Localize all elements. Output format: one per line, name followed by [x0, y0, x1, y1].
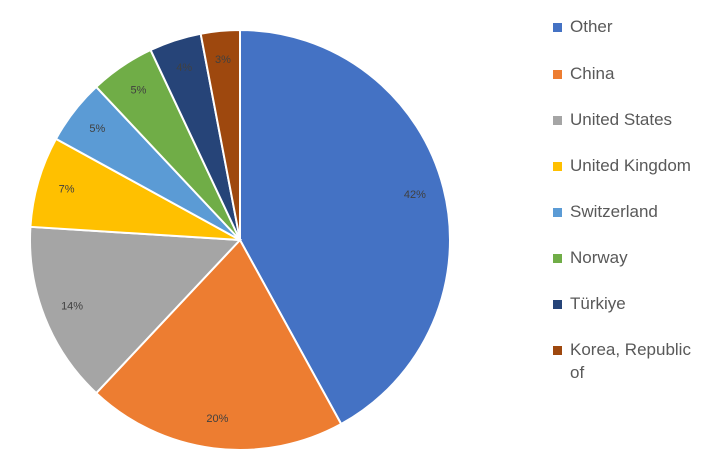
legend-label: China [570, 64, 615, 83]
legend-label: Switzerland [570, 202, 658, 221]
legend-label: Korea, Republic of [570, 340, 691, 382]
legend-swatch [553, 208, 562, 217]
pie-slice-korea-republic-of [199, 28, 241, 241]
data-label-united-states: 14% [61, 300, 83, 312]
data-label-switzerland: 5% [89, 123, 105, 135]
pie-slice-other [239, 28, 451, 426]
legend-swatch [553, 254, 562, 263]
pie-data-labels: 42% 20% 14% 7% 5% 5% 4% 3% [59, 54, 427, 425]
pie-slice-united-states [29, 225, 243, 395]
legend-label: United Kingdom [570, 156, 691, 175]
legend-swatch [553, 116, 562, 125]
data-label-united-kingdom: 7% [59, 184, 75, 196]
legend-swatch [553, 300, 562, 309]
legend-swatch [553, 23, 562, 32]
data-label-china: 20% [206, 413, 228, 425]
legend-swatch [553, 346, 562, 355]
legend-swatch [553, 70, 562, 79]
legend-swatch [553, 162, 562, 171]
pie-slice-china [94, 238, 343, 451]
data-label-other: 42% [404, 189, 426, 201]
data-label-turkiye: 4% [176, 62, 192, 74]
legend-label: Other [570, 17, 613, 36]
legend-label: United States [570, 110, 673, 129]
legend-label: Norway [570, 248, 628, 267]
chart-legend: Other China United States United Kingdom Swi… [553, 0, 708, 473]
data-label-korea-republic-of: 3% [215, 54, 231, 66]
legend-label: Türkiye [570, 294, 626, 313]
pie-slices [29, 28, 451, 451]
data-label-norway: 5% [131, 85, 147, 97]
